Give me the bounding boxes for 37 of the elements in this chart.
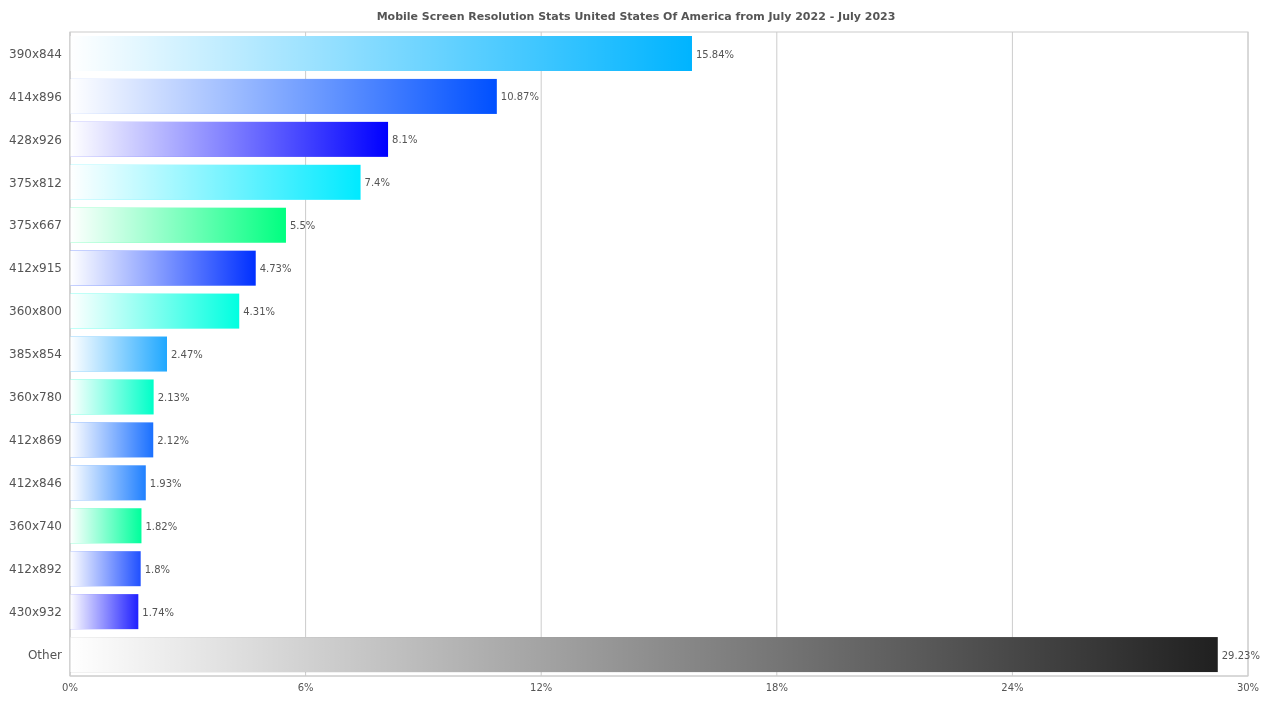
y-tick-label: 360x780 bbox=[9, 390, 62, 405]
y-tick-label: 428x926 bbox=[9, 132, 62, 147]
data-label: 10.87% bbox=[500, 91, 539, 103]
x-tick-label: 18% bbox=[765, 682, 788, 694]
data-label: 15.84% bbox=[695, 48, 735, 60]
y-tick-label: 390x844 bbox=[9, 46, 62, 61]
y-tick-label: 414x896 bbox=[9, 89, 62, 104]
data-label: 2.12% bbox=[157, 434, 190, 446]
y-tick-label: 360x740 bbox=[9, 518, 62, 533]
x-tick-label: 0% bbox=[62, 682, 78, 694]
y-tick-label: 360x800 bbox=[9, 304, 62, 319]
data-label: 8.1% bbox=[392, 134, 418, 146]
data-label: 2.47% bbox=[170, 349, 203, 361]
data-label: 2.13% bbox=[157, 391, 190, 403]
y-tick-label: 412x846 bbox=[9, 476, 62, 491]
data-label: 1.8% bbox=[144, 563, 171, 575]
x-tick-label: 12% bbox=[530, 682, 553, 694]
data-label: 1.93% bbox=[149, 477, 182, 489]
data-label: 29.23% bbox=[1221, 649, 1260, 661]
data-label: 5.5% bbox=[289, 220, 316, 232]
data-label: 1.74% bbox=[142, 606, 175, 618]
chart-subtitle: Mobile Screen Resolution Stats United States Of America from July 2022 - July 2023 bbox=[375, 10, 897, 25]
x-tick-label: 24% bbox=[1001, 682, 1024, 694]
x-tick-label: 30% bbox=[1236, 682, 1260, 694]
data-label: 4.73% bbox=[259, 263, 292, 275]
y-tick-label: 385x854 bbox=[9, 347, 62, 362]
y-tick-label: 375x812 bbox=[9, 175, 62, 190]
x-tick-label: 6% bbox=[297, 682, 314, 694]
y-tick-label: 412x915 bbox=[9, 261, 62, 276]
data-label: 1.82% bbox=[145, 520, 178, 532]
y-tick-label: 412x869 bbox=[9, 433, 62, 448]
y-tick-label: Other bbox=[27, 647, 63, 662]
y-tick-label: 412x892 bbox=[9, 561, 62, 576]
y-tick-label: 375x667 bbox=[9, 218, 62, 233]
data-label: 4.31% bbox=[243, 306, 276, 318]
data-label: 7.4% bbox=[364, 177, 390, 189]
y-tick-label: 430x932 bbox=[9, 604, 62, 619]
